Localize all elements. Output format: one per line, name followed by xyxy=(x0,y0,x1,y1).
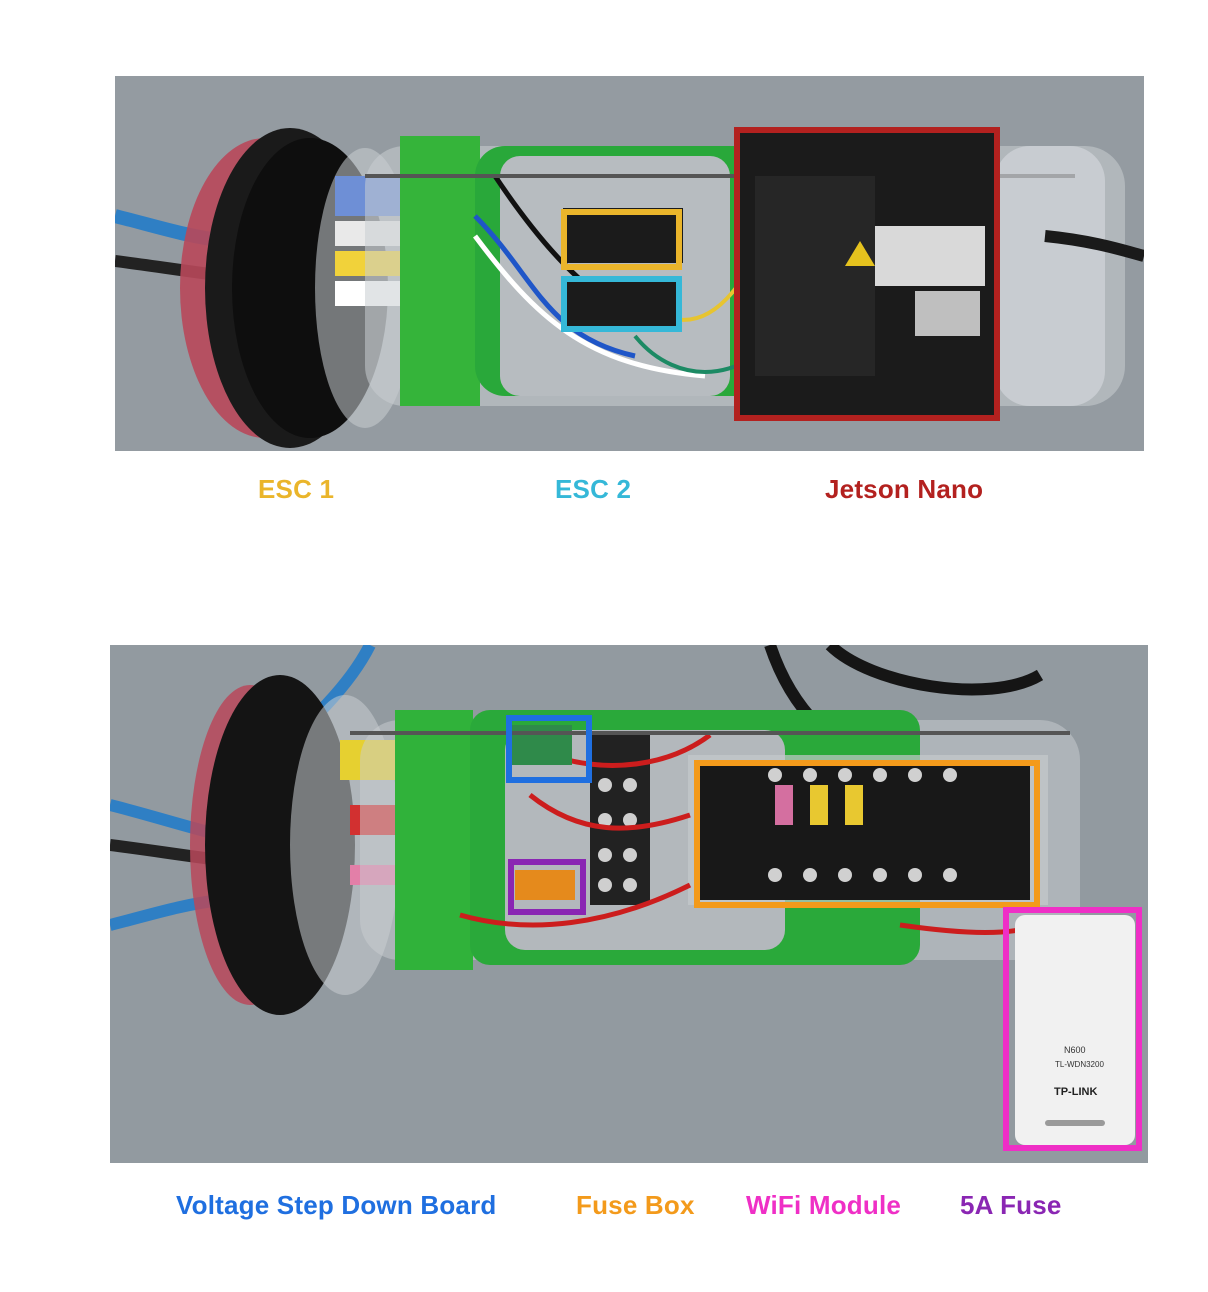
esc1-highlight-box xyxy=(561,209,682,270)
wifi-dongle-brand: TP-LINK xyxy=(1054,1086,1098,1098)
label-esc1: ESC 1 xyxy=(258,474,335,504)
label-voltage-step-down-board: Voltage Step Down Board xyxy=(176,1190,497,1220)
voltage-step-down-highlight-box xyxy=(506,715,592,783)
wifi-dongle-model-line1: N600 xyxy=(1064,1045,1086,1055)
esc2-highlight-box xyxy=(561,276,682,332)
label-esc2: ESC 2 xyxy=(555,474,632,504)
top-enclosure-photo xyxy=(115,76,1144,451)
label-fuse-box: Fuse Box xyxy=(576,1190,695,1220)
label-wifi-module: WiFi Module xyxy=(746,1190,902,1220)
wifi-dongle-model-line2: TL-WDN3200 xyxy=(1055,1060,1104,1069)
bottom-enclosure-photo: N600 TL-WDN3200 TP-LINK xyxy=(110,645,1148,1163)
top-photo-illustration xyxy=(115,76,1144,451)
label-5a-fuse: 5A Fuse xyxy=(960,1190,1062,1220)
label-jetson-nano: Jetson Nano xyxy=(825,474,984,504)
jetson-nano-highlight-box xyxy=(734,127,1000,421)
5a-fuse-highlight-box xyxy=(508,859,586,915)
wifi-module-highlight-box xyxy=(1003,907,1142,1151)
fuse-box-highlight-box xyxy=(694,760,1040,908)
